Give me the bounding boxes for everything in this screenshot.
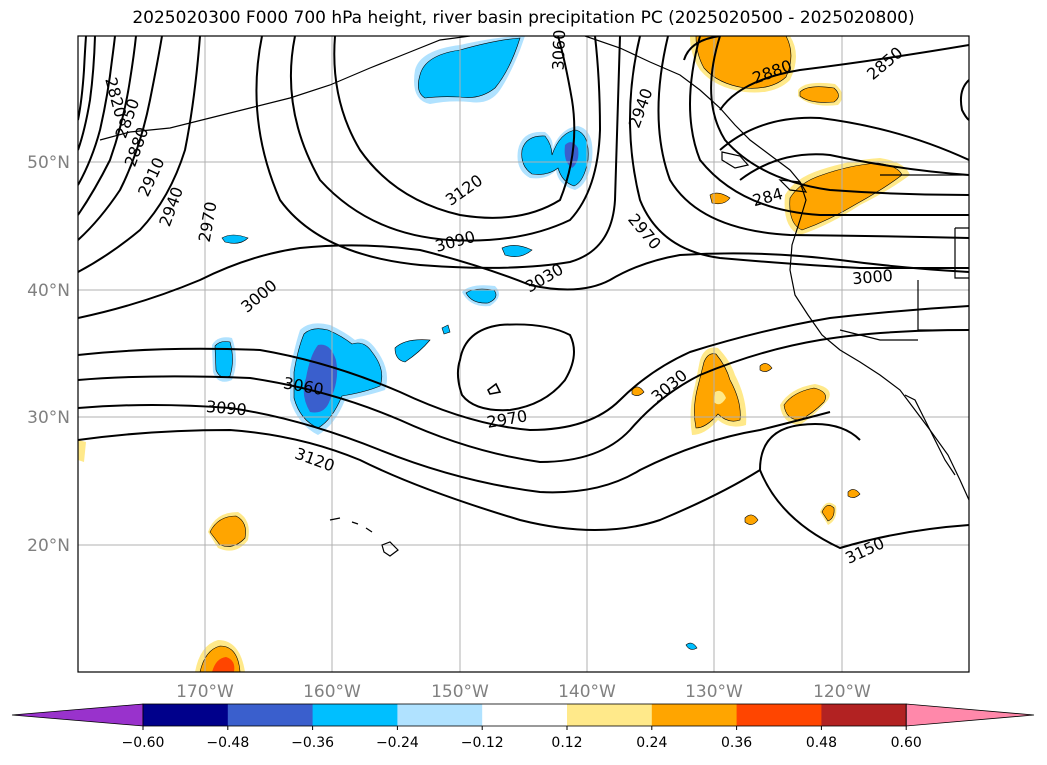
negative-anomaly-area [441,324,451,335]
negative-anomaly-area [501,245,533,257]
precip-shading [78,36,910,672]
positive-anomaly-area [744,514,759,525]
contour-label: 2970 [195,200,221,243]
colorbar-segment [482,704,568,726]
colorbar-tick-label: −0.48 [206,735,249,751]
positive-anomaly-core [212,657,235,672]
contour-label: 3120 [442,171,486,210]
negative-anomaly-area [221,234,249,244]
colorbar-tick-label: 0.24 [636,735,667,751]
colorbar-extend-max [905,703,1035,727]
colorbar-segment [227,704,314,726]
graticule [78,36,969,672]
contour-label: 3000 [851,266,893,288]
negative-anomaly-area [465,288,497,304]
colorbar-segment [312,704,398,726]
contour-label: 3150 [842,533,887,567]
latitude-labels: 50°N 40°N 30°N 20°N [27,153,70,556]
contour-label: 2970 [624,210,665,253]
colorbar-segment [651,704,738,726]
longitude-labels: 170°W 160°W 150°W 140°W 130°W 120°W [176,682,871,702]
lon-label: 130°W [685,682,743,702]
contour-label: 2850 [863,43,906,84]
negative-anomaly-area [394,339,431,363]
colorbar-extend-min [11,703,144,727]
contour-label: 284 [750,184,784,210]
lon-label: 140°W [558,682,616,702]
positive-anomaly-area [709,192,731,205]
positive-anomaly-area [714,390,726,405]
plot-frame [77,35,970,673]
map-title: 2025020300 F000 700 hPa height, river ba… [132,8,915,28]
lon-label: 150°W [431,682,489,702]
negative-anomaly-area [685,642,698,650]
colorbar: −0.60 −0.48 −0.36 −0.24 −0.12 0.12 0.24 0.36 0.4… [11,703,1035,751]
positive-anomaly-area [799,86,839,103]
lon-label: 120°W [813,682,871,702]
colorbar-segment [567,704,653,726]
positive-anomaly-area [631,386,645,396]
positive-anomaly-area [759,363,773,372]
contour-label: 2940 [155,184,187,229]
contour-label: 3090 [205,397,247,419]
positive-anomaly-area [78,440,86,462]
lat-label: 20°N [27,536,70,556]
negative-anomaly-area [214,341,233,378]
contour-label: 3090 [433,227,477,256]
plot-area [78,36,969,672]
colorbar-tick-label: 0.12 [551,735,582,751]
positive-anomaly-area [847,489,861,498]
lon-label: 170°W [176,682,234,702]
lat-label: 50°N [27,153,70,173]
colorbar-tick-label: −0.60 [122,735,165,751]
contour-label: 3000 [237,276,280,317]
colorbar-outline [142,703,907,727]
colorbar-segment [736,704,822,726]
lat-label: 40°N [27,281,70,301]
colorbar-segment [397,704,483,726]
colorbar-segment [143,704,229,726]
colorbar-tick-label: −0.36 [291,735,334,751]
lat-label: 30°N [27,408,70,428]
positive-anomaly-area [209,515,246,547]
contour-label: 3060 [549,29,569,70]
coastlines [99,36,969,557]
colorbar-tick-label: 0.48 [806,735,837,751]
contour-label: 2940 [625,86,657,131]
height-contours [78,36,969,550]
colorbar-tick-label: −0.12 [461,735,504,751]
colorbar-tick-label: 0.60 [891,735,922,751]
positive-anomaly-area [821,504,835,522]
colorbar-tick-label: 0.36 [721,735,752,751]
colorbar-segment [821,704,907,726]
positive-anomaly-area [789,162,903,231]
lon-label: 160°W [303,682,361,702]
colorbar-tick-label: −0.24 [376,735,419,751]
positive-anomaly-area [783,387,826,421]
